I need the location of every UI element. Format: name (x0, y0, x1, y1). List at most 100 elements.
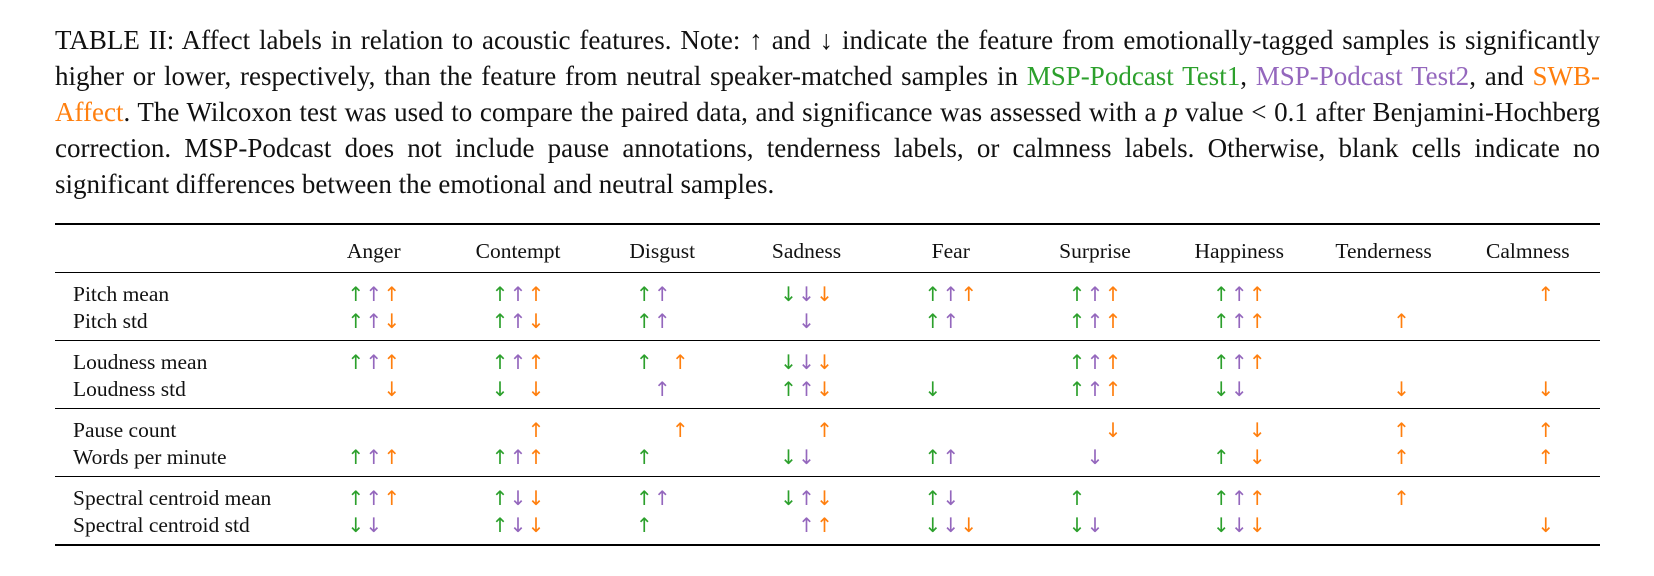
arrow-down-icon: ↓ (780, 350, 797, 374)
arrow-up-icon: ↑ (1537, 418, 1555, 442)
arrow-up-icon: ↑ (491, 350, 509, 374)
arrow-up-icon: ↑ (1068, 486, 1086, 510)
arrow-up-icon: ↑ (509, 309, 527, 333)
column-header-anger: Anger (301, 223, 446, 273)
arrow-down-icon: ↓ (942, 486, 960, 510)
table-row: Words per minute ↑↑↑ ↑↑↑ ↑ ↓↓ ↑↑ ↓ ↑ ↓ ↑ ↑ (55, 444, 1600, 477)
cell-contempt: ↑↓↓ (446, 477, 590, 513)
cell-happiness: ↓↓↓ (1167, 512, 1312, 546)
column-header-contempt: Contempt (445, 223, 591, 273)
cell-surprise: ↑↑↑ (1023, 341, 1167, 377)
arrow-up-icon: ↑ (509, 282, 527, 306)
arrow-down-icon: ↓ (527, 377, 545, 401)
caption-text-3: value < 0.1 after Benjamini-Hochberg cor… (55, 97, 1601, 199)
arrow-up-icon: ↑ (924, 309, 942, 333)
cell-sadness: ↑↑ (734, 512, 879, 546)
cell-contempt: ↑↑↑ (445, 444, 591, 477)
cell-anger: ↑↑↑ (302, 341, 446, 377)
cell-surprise: ↓ (1023, 409, 1167, 445)
cell-tenderness: ↓ (1311, 376, 1456, 409)
arrow-up-icon: ↑ (635, 513, 653, 537)
cell-sadness: ↓↓↓ (734, 341, 878, 377)
cell-calmness: ↑ (1456, 273, 1600, 309)
arrow-up-icon: ↑ (780, 377, 797, 401)
arrow-down-icon: ↓ (527, 486, 545, 510)
arrow-up-icon: ↑ (347, 309, 365, 333)
cell-happiness: ↑↑↑ (1167, 308, 1312, 341)
feature-label: Words per minute (55, 444, 302, 477)
arrow-up-icon: ↑ (509, 350, 527, 374)
arrow-up-icon: ↑ (491, 309, 509, 333)
arrow-up-icon: ↑ (1537, 445, 1555, 469)
arrow-down-icon: ↓ (527, 513, 545, 537)
arrow-down-icon: ↓ (509, 513, 527, 537)
arrow-up-icon: ↑ (1212, 282, 1230, 306)
arrow-down-icon: ↓ (527, 309, 545, 333)
cell-contempt: ↑↓↓ (445, 512, 591, 546)
arrow-up-icon: ↑ (942, 445, 960, 469)
arrow-up-icon: ↑ (635, 282, 653, 306)
arrow-up-icon: ↑ (1248, 309, 1266, 333)
cell-anger: ↑↑↓ (301, 308, 446, 341)
arrow-up-icon: ↑ (1104, 377, 1122, 401)
cell-calmness: ↓ (1455, 512, 1600, 546)
arrow-up-icon: ↑ (1393, 486, 1410, 510)
legend-msp-test2: MSP-Podcast Test2 (1255, 61, 1470, 91)
cell-happiness: ↑ ↓ (1167, 444, 1312, 477)
cell-anger: ↑↑↑ (302, 477, 446, 513)
cell-surprise: ↑↑↑ (1022, 376, 1168, 409)
legend-swb-affect: SWB-Affect (55, 61, 1601, 127)
arrow-up-icon: ↑ (1104, 309, 1122, 333)
header-feature-blank (55, 223, 302, 273)
cell-anger (302, 409, 446, 445)
arrow-down-icon: ↓ (347, 513, 365, 537)
arrow-up-icon: ↑ (347, 445, 365, 469)
arrow-up-icon: ↑ (383, 350, 401, 374)
table-row: Loudness std ↓ ↓ ↓ ↑ ↑↑↓ ↓ ↑↑↑ ↓↓ ↓ ↓ (55, 376, 1600, 409)
arrow-down-icon: ↓ (1537, 377, 1555, 401)
arrow-up-icon: ↑ (816, 418, 833, 442)
arrow-up-icon: ↑ (816, 513, 833, 537)
arrow-up-icon: ↑ (383, 282, 401, 306)
arrow-down-icon: ↓ (1230, 513, 1248, 537)
arrow-up-icon: ↑ (527, 418, 545, 442)
cell-fear (879, 409, 1023, 445)
cell-tenderness: ↑ (1311, 409, 1455, 445)
cell-happiness: ↓ (1167, 409, 1311, 445)
arrow-up-icon: ↑ (1212, 486, 1230, 510)
column-header-disgust: Disgust (590, 223, 735, 273)
results-table: Anger Contempt Disgust Sadness Fear Surprise H… (55, 223, 1600, 546)
arrow-down-icon: ↓ (1248, 513, 1266, 537)
cell-fear: ↑↑ (878, 308, 1023, 341)
cell-disgust: ↑ (590, 512, 735, 546)
arrow-up-icon: ↑ (924, 282, 942, 306)
feature-label: Spectral centroid mean (73, 486, 272, 510)
arrow-down-icon: ↓ (816, 377, 833, 401)
feature-label: Loudness std (55, 376, 302, 409)
column-header-calmness: Calmness (1455, 223, 1600, 273)
arrow-up-icon: ↑ (1104, 282, 1122, 306)
arrow-up-icon: ↑ (383, 486, 401, 510)
arrow-up-icon: ↑ (635, 350, 653, 374)
caption-sep-1: , (1240, 61, 1256, 91)
caption-text-1: TABLE II: Affect labels in relation to a… (55, 25, 1600, 91)
arrow-up-icon: ↑ (1393, 309, 1410, 333)
cell-disgust: ↑↑ (590, 341, 734, 377)
arrow-down-icon: ↓ (383, 309, 401, 333)
cell-fear (879, 341, 1023, 377)
arrow-up-icon: ↑ (924, 486, 942, 510)
cell-happiness: ↑↑↑ (1167, 341, 1311, 377)
cell-disgust: ↑↑ (590, 477, 734, 513)
arrow-up-icon: ↑ (1230, 282, 1248, 306)
table-row: Pause count ↑ ↑ ↑ ↓ ↓ ↑ ↑ (55, 409, 1600, 445)
cell-contempt: ↑ (446, 409, 590, 445)
arrow-up-icon: ↑ (1086, 377, 1104, 401)
arrow-down-icon: ↓ (1248, 418, 1266, 442)
arrow-up-icon: ↑ (671, 350, 689, 374)
table-header-row: Anger Contempt Disgust Sadness Fear Surprise H… (55, 223, 1600, 273)
cell-sadness: ↑↑↓ (734, 376, 879, 409)
cell-contempt: ↑↑↑ (446, 341, 590, 377)
arrow-down-icon: ↓ (1248, 445, 1266, 469)
cell-sadness: ↓ (734, 308, 879, 341)
caption-sep-2: , and (1469, 61, 1533, 91)
